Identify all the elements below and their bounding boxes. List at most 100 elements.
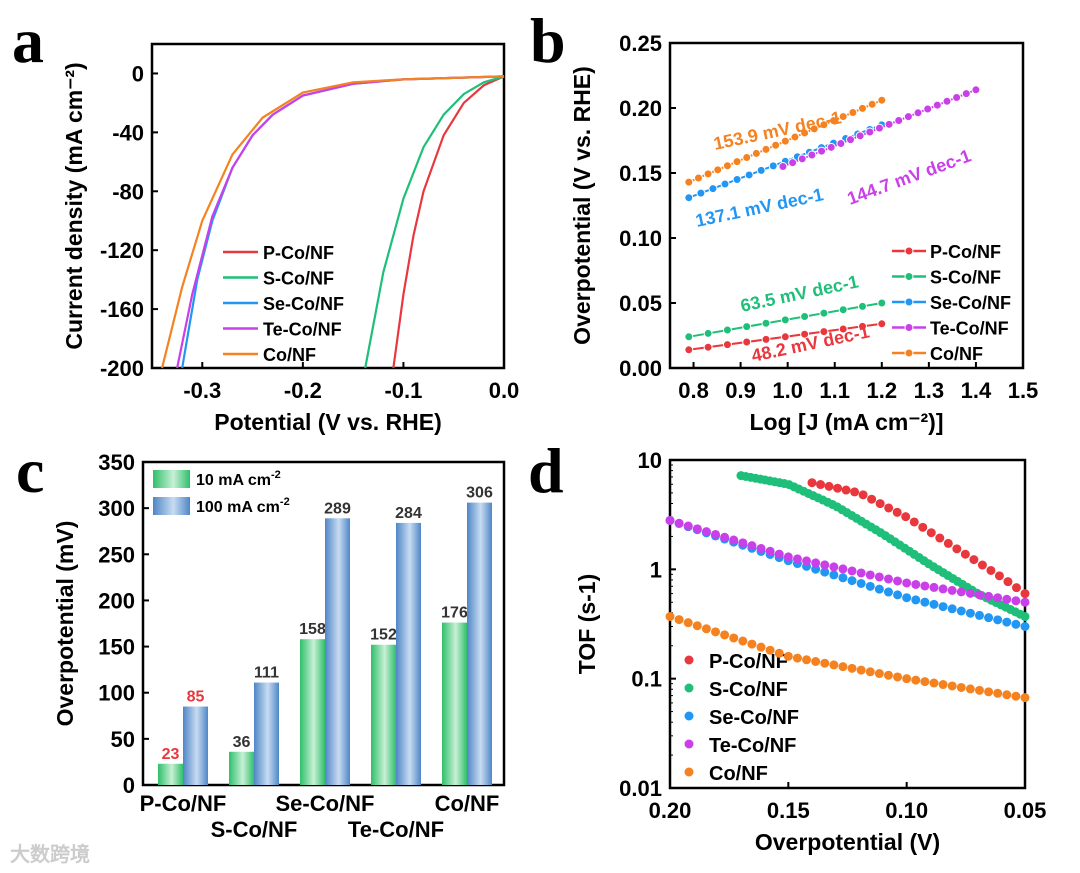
- data-point: [800, 312, 810, 322]
- data-point: [751, 148, 761, 158]
- data-point: [935, 533, 945, 543]
- y-tick-label: 10: [638, 448, 662, 473]
- x-tick-label: Te-Co/NF: [348, 817, 444, 842]
- x-axis-label: Overpotential (V): [755, 829, 940, 855]
- bar-Te-Co/NF-1: [396, 522, 421, 785]
- data-point: [984, 613, 994, 623]
- data-point: [819, 308, 829, 318]
- y-tick-label: 300: [98, 496, 135, 521]
- y-tick-label: 0.1: [631, 667, 662, 692]
- data-point: [693, 173, 703, 183]
- y-tick-label: 50: [111, 727, 135, 752]
- data-label: 23: [162, 746, 180, 763]
- data-point: [703, 328, 713, 338]
- data-point: [884, 503, 894, 513]
- data-point: [858, 490, 868, 500]
- data-point: [965, 608, 975, 618]
- data-point: [683, 521, 693, 531]
- data-point: [713, 165, 723, 175]
- data-point: [850, 487, 860, 497]
- plot-frame-a: [150, 42, 506, 370]
- panel-letter-b: b: [530, 5, 566, 76]
- y-tick-label: 0.01: [619, 776, 662, 801]
- data-point: [901, 512, 911, 522]
- data-point: [696, 188, 706, 198]
- y-tick-label: 200: [98, 588, 135, 613]
- x-tick-label: 0.0: [489, 378, 520, 403]
- data-point: [800, 329, 810, 339]
- y-tick-label: -80: [112, 179, 144, 204]
- data-point: [971, 85, 981, 95]
- superscript: -2: [280, 496, 290, 508]
- legend-label: Se-Co/NF: [930, 293, 1011, 313]
- x-tick-label: 0.10: [885, 798, 928, 823]
- data-point: [674, 615, 684, 625]
- y-axis-label: TOF (s-1): [574, 574, 600, 675]
- data-point: [684, 177, 694, 187]
- data-point: [703, 169, 713, 179]
- data-point: [883, 670, 893, 680]
- data-point: [684, 332, 694, 342]
- data-point: [792, 554, 802, 564]
- data-point: [811, 656, 821, 666]
- data-point: [943, 538, 953, 548]
- x-axis-label: Potential (V vs. RHE): [214, 409, 441, 435]
- panel-letter-a: a: [12, 5, 44, 76]
- legend-label: Co/NF: [263, 345, 316, 365]
- data-point: [920, 597, 930, 607]
- y-tick-label: 0: [123, 773, 135, 798]
- data-point: [722, 325, 732, 335]
- data-point: [858, 301, 868, 311]
- data-point: [683, 618, 693, 628]
- data-point: [820, 567, 830, 577]
- data-point: [722, 161, 732, 171]
- data-point: [903, 112, 913, 122]
- data-point: [884, 119, 894, 129]
- x-tick-label: 0.9: [725, 378, 756, 403]
- bar-Co/NF-0: [442, 622, 467, 785]
- data-point: [738, 538, 748, 548]
- data-point: [692, 621, 702, 631]
- data-point: [965, 684, 975, 694]
- data-point: [874, 123, 884, 133]
- x-tick-label: 0.8: [678, 378, 709, 403]
- watermark: 大数跨境: [10, 842, 90, 866]
- data-point: [918, 522, 928, 532]
- data-label: 176: [441, 605, 468, 622]
- legend-label: P-Co/NF: [709, 651, 788, 673]
- data-point: [1020, 597, 1030, 607]
- legend-label: Te-Co/NF: [709, 735, 796, 757]
- data-point: [1002, 690, 1012, 700]
- data-point: [932, 100, 942, 110]
- y-tick-label: 0.05: [619, 291, 662, 316]
- legend-label: Co/NF: [709, 763, 768, 785]
- y-tick-label: -200: [100, 356, 144, 381]
- data-point: [893, 672, 903, 682]
- x-tick-label: -0.3: [183, 378, 221, 403]
- data-point: [1011, 583, 1021, 593]
- data-point: [701, 624, 711, 634]
- bar-Co/NF-1: [467, 502, 492, 785]
- data-point: [947, 604, 957, 614]
- data-point: [929, 582, 939, 592]
- x-tick-label: 1.5: [1008, 378, 1039, 403]
- bar-S-Co/NF-0: [229, 751, 254, 785]
- data-label: 158: [299, 621, 326, 638]
- data-point: [923, 104, 933, 114]
- data-point: [833, 483, 843, 493]
- legend-marker: [904, 323, 914, 332]
- data-point: [947, 585, 957, 595]
- data-point: [892, 507, 902, 517]
- x-tick-label: 0.05: [1004, 798, 1047, 823]
- data-point: [847, 576, 857, 586]
- data-point: [829, 562, 839, 572]
- data-point: [965, 588, 975, 598]
- data-point: [956, 587, 966, 597]
- data-point: [816, 480, 826, 490]
- data-point: [841, 485, 851, 495]
- x-tick-label: -0.1: [384, 378, 422, 403]
- data-point: [1020, 612, 1030, 622]
- data-point: [902, 593, 912, 603]
- data-point: [811, 564, 821, 574]
- legend-marker: [904, 272, 914, 281]
